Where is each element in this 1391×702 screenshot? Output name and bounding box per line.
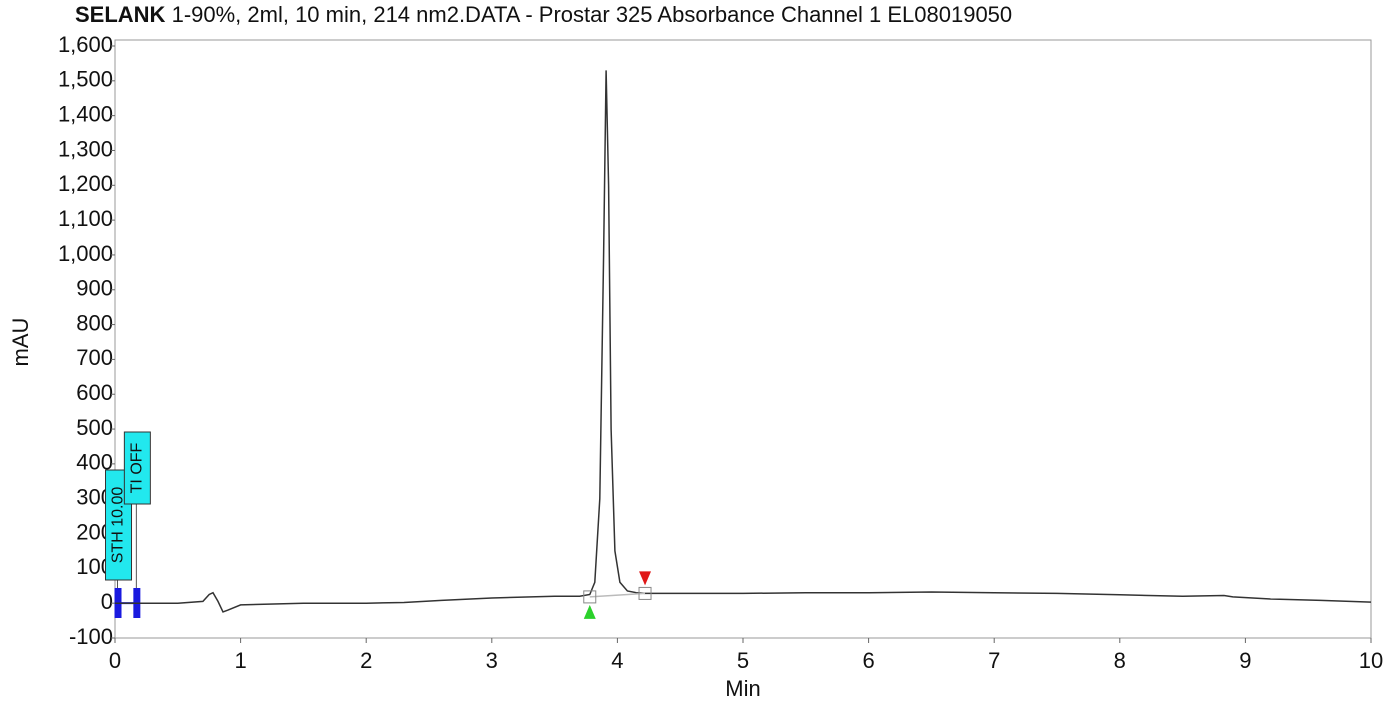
y-tick-label: 1,500 — [58, 67, 113, 92]
y-axis-label: mAU — [8, 318, 33, 367]
x-tick-label: 8 — [1114, 648, 1126, 673]
x-tick-label: 7 — [988, 648, 1000, 673]
x-tick-label: 3 — [486, 648, 498, 673]
y-tick-label: 1,400 — [58, 101, 113, 126]
y-tick-label: 1,000 — [58, 241, 113, 266]
title-prefix: SELANK — [75, 2, 166, 27]
x-axis-label: Min — [725, 676, 760, 701]
y-tick-label: 1,600 — [58, 32, 113, 57]
annotation-label: STH 10.00 — [110, 487, 127, 564]
x-tick-label: 2 — [360, 648, 372, 673]
y-tick-label: 1,300 — [58, 136, 113, 161]
peak-start-marker — [583, 604, 596, 619]
peak-end-marker — [639, 571, 652, 586]
title-text: 1-90%, 2ml, 10 min, 214 nm2.DATA - Prost… — [172, 2, 1013, 27]
y-tick-label: 700 — [76, 345, 113, 370]
y-tick-label: 1,100 — [58, 206, 113, 231]
y-tick-label: 600 — [76, 380, 113, 405]
x-tick-label: 5 — [737, 648, 749, 673]
trace-line — [115, 70, 1372, 613]
peak-bound-box — [638, 586, 652, 600]
x-tick-label: 4 — [611, 648, 623, 673]
y-tick-label: 800 — [76, 310, 113, 335]
y-tick-label: 0 — [101, 589, 113, 614]
y-tick-label: 500 — [76, 415, 113, 440]
plot-frame — [114, 39, 1372, 639]
x-tick-label: 10 — [1359, 648, 1383, 673]
y-tick-label: 1,200 — [58, 171, 113, 196]
baseline — [589, 592, 646, 598]
x-tick-label: 9 — [1239, 648, 1251, 673]
annotation-box — [123, 431, 151, 505]
peak-bound-box — [583, 590, 597, 604]
y-tick-label: 900 — [76, 276, 113, 301]
x-tick-label: 0 — [109, 648, 121, 673]
chart-title: SELANK 1-90%, 2ml, 10 min, 214 nm2.DATA … — [75, 2, 1012, 27]
x-tick-label: 1 — [234, 648, 246, 673]
annotation-label: TI OFF — [129, 442, 146, 493]
y-tick-label: -100 — [69, 624, 113, 649]
x-tick-label: 6 — [862, 648, 874, 673]
